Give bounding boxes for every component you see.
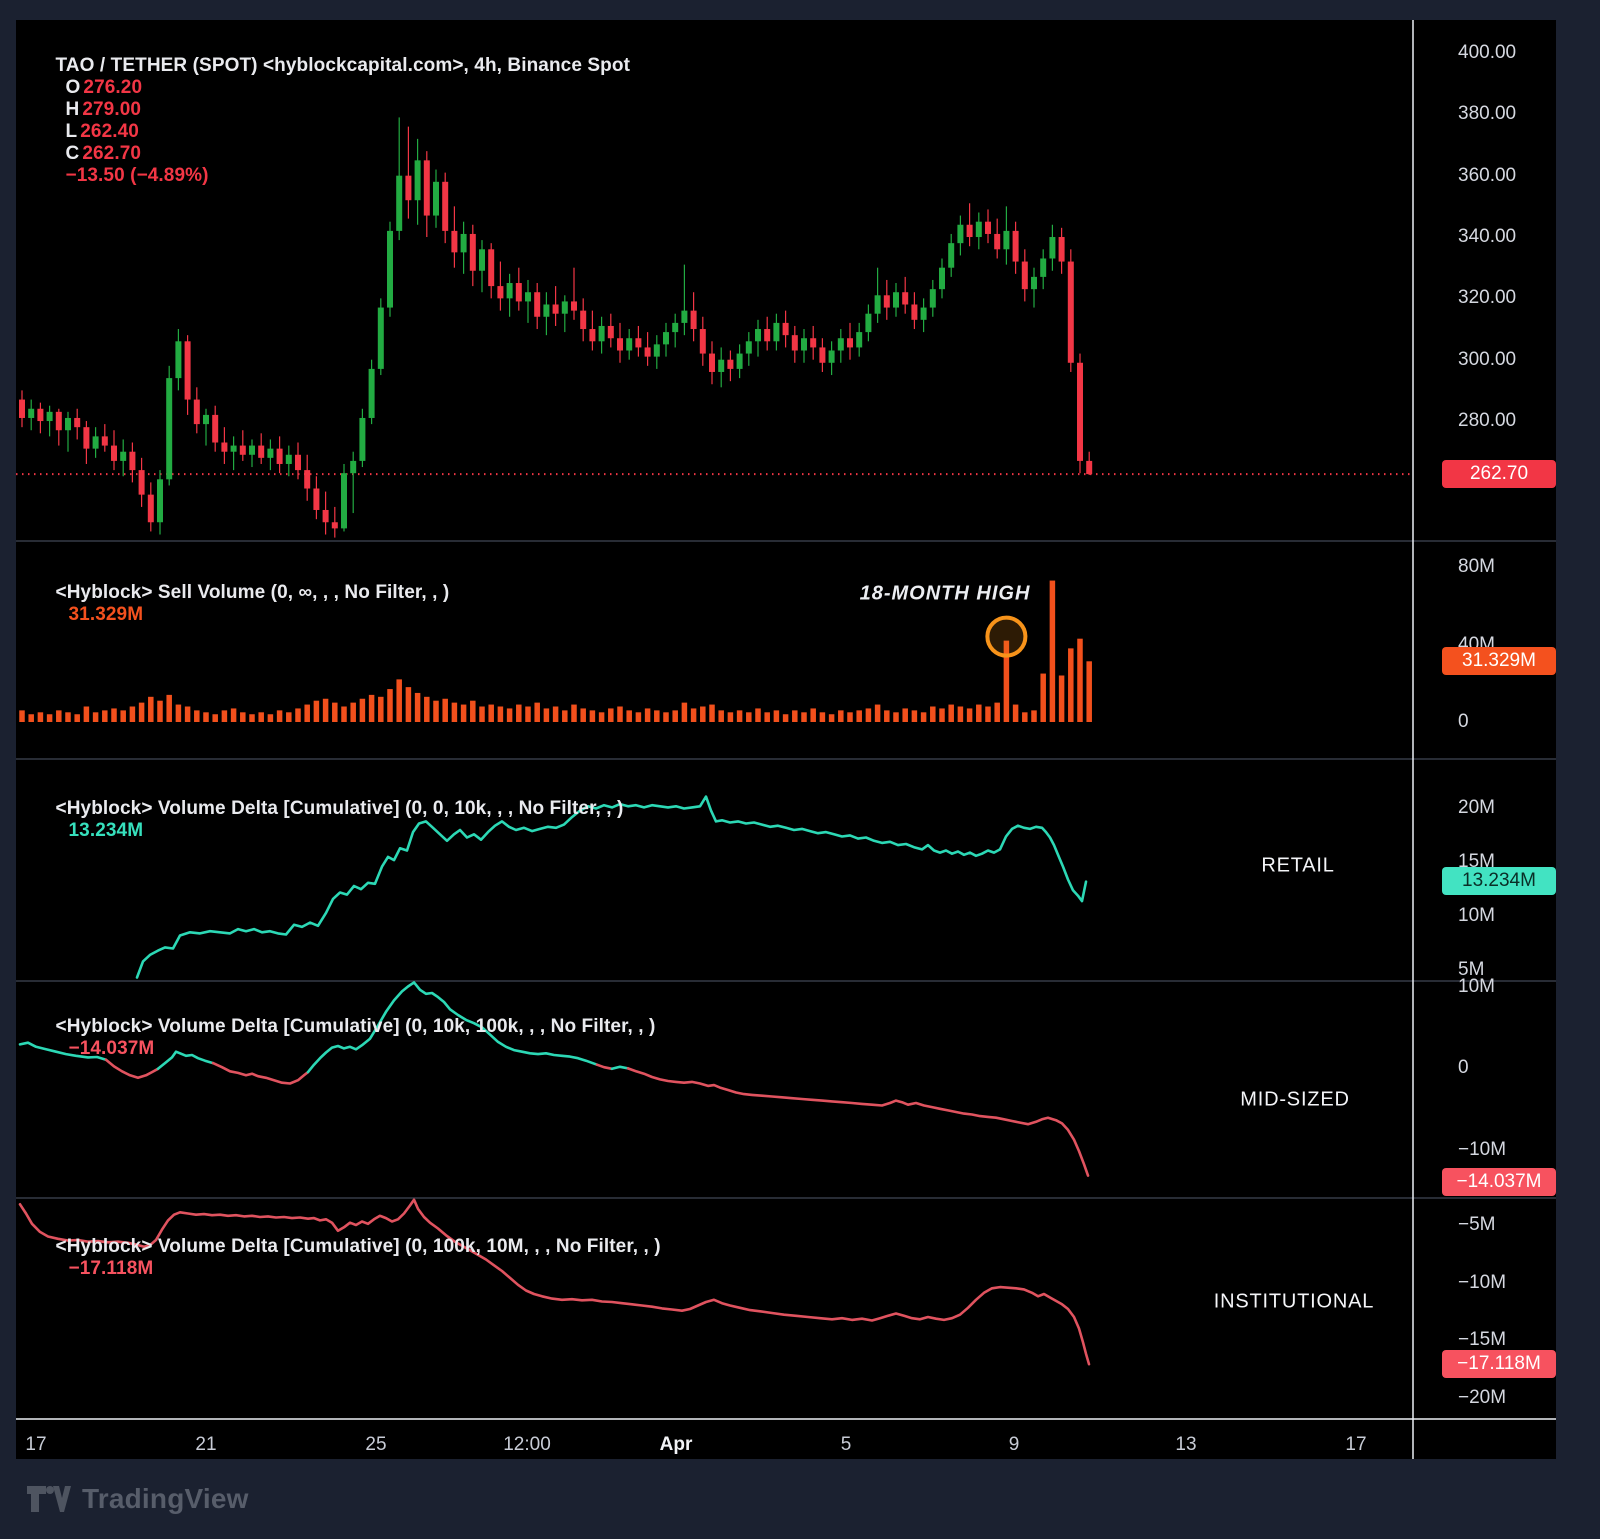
mid-delta-title[interactable]: <Hyblock> Volume Delta [Cumulative] (0, … <box>55 1016 656 1037</box>
symbol-header: TAO / TETHER (SPOT) <hyblockcapital.com>… <box>34 33 630 209</box>
high-value: 279.00 <box>82 99 142 120</box>
mid-delta-line-segment <box>18 1041 108 1062</box>
mid-delta-line-segment <box>626 1067 1090 1177</box>
open-value: 276.20 <box>83 77 143 98</box>
price-axis-label: 320.00 <box>1458 287 1517 309</box>
low-value: 262.40 <box>80 121 139 142</box>
price-axis-label: 300.00 <box>1458 348 1517 370</box>
mid-delta-line-segment <box>104 1058 160 1080</box>
sell-volume-header: <Hyblock> Sell Volume (0, ∞, , , No Filt… <box>34 560 450 648</box>
retail-axis-label: 5M <box>1458 959 1485 980</box>
mid-axis-label: 10M <box>1458 975 1495 997</box>
sell-volume-bars <box>19 580 1092 722</box>
retail-badge: 13.234M <box>1442 867 1556 896</box>
panel-separators <box>16 540 1556 1199</box>
price-axis-label: 340.00 <box>1458 226 1517 248</box>
mid-sized-tag: MID-SIZED <box>1240 1088 1350 1111</box>
chart-canvas[interactable] <box>16 20 1556 1459</box>
price-axis-label: 380.00 <box>1458 103 1517 125</box>
price-axis-label: 360.00 <box>1458 164 1517 186</box>
retail-tag: RETAIL <box>1261 854 1335 877</box>
sell-volume-title[interactable]: <Hyblock> Sell Volume (0, ∞, , , No Filt… <box>55 582 450 603</box>
institutional-tag: INSTITUTIONAL <box>1213 1290 1375 1313</box>
retail-axis-label: 10M <box>1458 905 1495 927</box>
tradingview-logo-icon <box>27 1486 71 1512</box>
mid-delta-line-segment <box>211 1061 310 1085</box>
institutional-delta-value: −17.118M <box>68 1258 154 1279</box>
candle-bodies <box>19 160 1093 529</box>
mid-delta-value: −14.037M <box>68 1038 155 1059</box>
time-axis-label: Apr <box>659 1434 693 1455</box>
eighteen-month-high-annotation: 18-MONTH HIGH <box>859 582 1031 605</box>
time-axis-label: 5 <box>840 1434 852 1455</box>
institutional-delta-title[interactable]: <Hyblock> Volume Delta [Cumulative] (0, … <box>55 1236 661 1257</box>
close-label: C <box>65 143 80 164</box>
high-label: H <box>65 99 80 120</box>
institutional-badge: −17.118M <box>1442 1350 1556 1379</box>
chart-area[interactable]: TAO / TETHER (SPOT) <hyblockcapital.com>… <box>16 20 1556 1459</box>
institutional-delta-header: <Hyblock> Volume Delta [Cumulative] (0, … <box>34 1214 661 1302</box>
mid-delta-line-segment <box>156 1050 215 1071</box>
sell-volume-badge: 31.329M <box>1442 647 1556 676</box>
open-label: O <box>65 77 81 98</box>
price-axis-label: 280.00 <box>1458 410 1517 432</box>
time-axis-label: 13 <box>1175 1434 1197 1455</box>
institutional-axis-label: −5M <box>1458 1214 1496 1235</box>
retail-axis-label: 20M <box>1458 797 1495 819</box>
institutional-delta-line <box>18 1198 1091 1366</box>
institutional-axis-label: −15M <box>1458 1329 1507 1350</box>
highlight-circle <box>985 615 1028 658</box>
retail-delta-title[interactable]: <Hyblock> Volume Delta [Cumulative] (0, … <box>55 798 624 819</box>
mid-badge: −14.037M <box>1442 1168 1556 1197</box>
time-axis-label: 21 <box>195 1434 217 1455</box>
retail-delta-line <box>135 795 1088 979</box>
time-axis-label: 17 <box>1345 1434 1367 1455</box>
volume-axis-label: 0 <box>1458 711 1469 732</box>
last-price-badge: 262.70 <box>1442 460 1556 489</box>
retail-axis-label: 15M <box>1458 851 1495 873</box>
mid-axis-label: −10M <box>1458 1138 1507 1160</box>
tradingview-logo-text: TradingView <box>82 1483 249 1514</box>
mid-delta-header: <Hyblock> Volume Delta [Cumulative] (0, … <box>34 994 656 1082</box>
retail-delta-value: 13.234M <box>68 820 144 841</box>
low-label: L <box>65 121 78 142</box>
mid-delta-line-segment <box>610 1065 630 1071</box>
time-axis-label: 25 <box>365 1434 387 1455</box>
time-axis-label: 17 <box>25 1434 47 1455</box>
mid-delta-line-segment <box>306 981 599 1074</box>
institutional-axis-label: −10M <box>1458 1271 1507 1293</box>
sell-volume-value: 31.329M <box>68 604 144 625</box>
mid-delta-line-segment <box>595 1063 614 1071</box>
institutional-axis-label: −20M <box>1458 1386 1507 1408</box>
change-value: −13.50 (−4.89%) <box>65 165 209 186</box>
time-axis-label: 12:00 <box>503 1434 551 1455</box>
price-axis-label: 400.00 <box>1458 42 1517 63</box>
close-value: 262.70 <box>82 143 142 164</box>
time-axis-label: 9 <box>1008 1434 1020 1455</box>
volume-axis-label: 80M <box>1458 556 1495 577</box>
mid-axis-label: 0 <box>1458 1057 1469 1078</box>
tradingview-attribution[interactable]: TradingView <box>27 1483 249 1515</box>
symbol-title[interactable]: TAO / TETHER (SPOT) <hyblockcapital.com>… <box>55 55 631 76</box>
retail-delta-header: <Hyblock> Volume Delta [Cumulative] (0, … <box>34 776 624 864</box>
